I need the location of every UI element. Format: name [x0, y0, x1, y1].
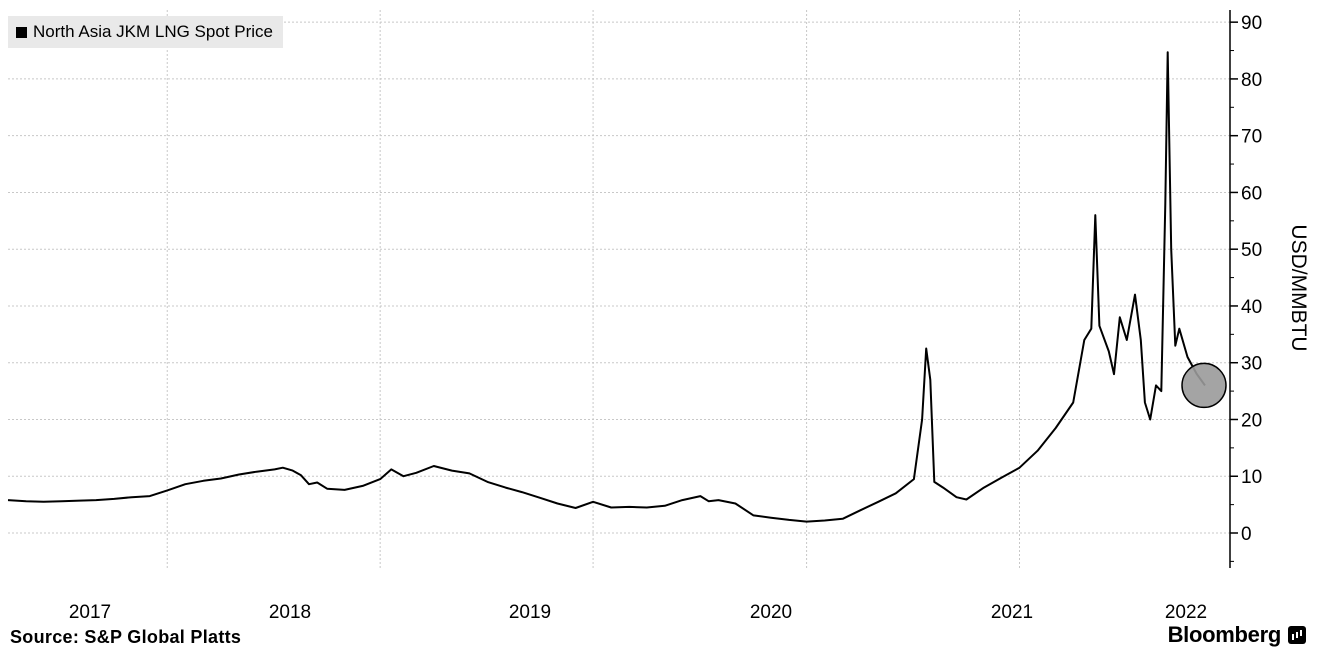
- legend-label: North Asia JKM LNG Spot Price: [33, 22, 273, 41]
- x-tick-label-2017: 2017: [69, 602, 111, 623]
- x-tick-label-2022: 2022: [1165, 602, 1207, 623]
- x-axis: 2017 2018 2019 2020 2021 2022: [69, 602, 1207, 623]
- series-line-jkm: [7, 51, 1206, 523]
- y-tick-label-50: 50: [1241, 240, 1262, 261]
- x-tick-label-2020: 2020: [750, 602, 792, 623]
- brand-name: Bloomberg: [1167, 622, 1282, 647]
- legend-swatch: [16, 26, 27, 38]
- x-tick-label-2021: 2021: [991, 602, 1033, 623]
- y-tick-label-90: 90: [1241, 13, 1262, 34]
- y-tick-label-0: 0: [1241, 524, 1252, 545]
- legend: North Asia JKM LNG Spot Price: [8, 16, 283, 48]
- source-note: Source: S&P Global Platts: [10, 627, 242, 647]
- y-tick-label-10: 10: [1241, 467, 1262, 488]
- y-tick-label-60: 60: [1241, 183, 1262, 204]
- brand: Bloomberg: [1168, 622, 1306, 648]
- y-axis: 0 10 20 30 40 50 60 70 80 90: [1229, 10, 1262, 568]
- y-tick-label-70: 70: [1241, 127, 1262, 148]
- y-tick-label-80: 80: [1241, 70, 1262, 91]
- grid: [8, 10, 1230, 568]
- y-axis-label: USD/MMBTU: [1287, 224, 1310, 351]
- bloomberg-terminal-icon: [1288, 626, 1306, 644]
- y-tick-label-20: 20: [1241, 410, 1262, 431]
- y-tick-label-40: 40: [1241, 297, 1262, 318]
- latest-value-circle: [1181, 362, 1227, 409]
- x-tick-label-2018: 2018: [269, 602, 311, 623]
- y-tick-label-30: 30: [1241, 354, 1262, 375]
- x-tick-label-2019: 2019: [509, 602, 551, 623]
